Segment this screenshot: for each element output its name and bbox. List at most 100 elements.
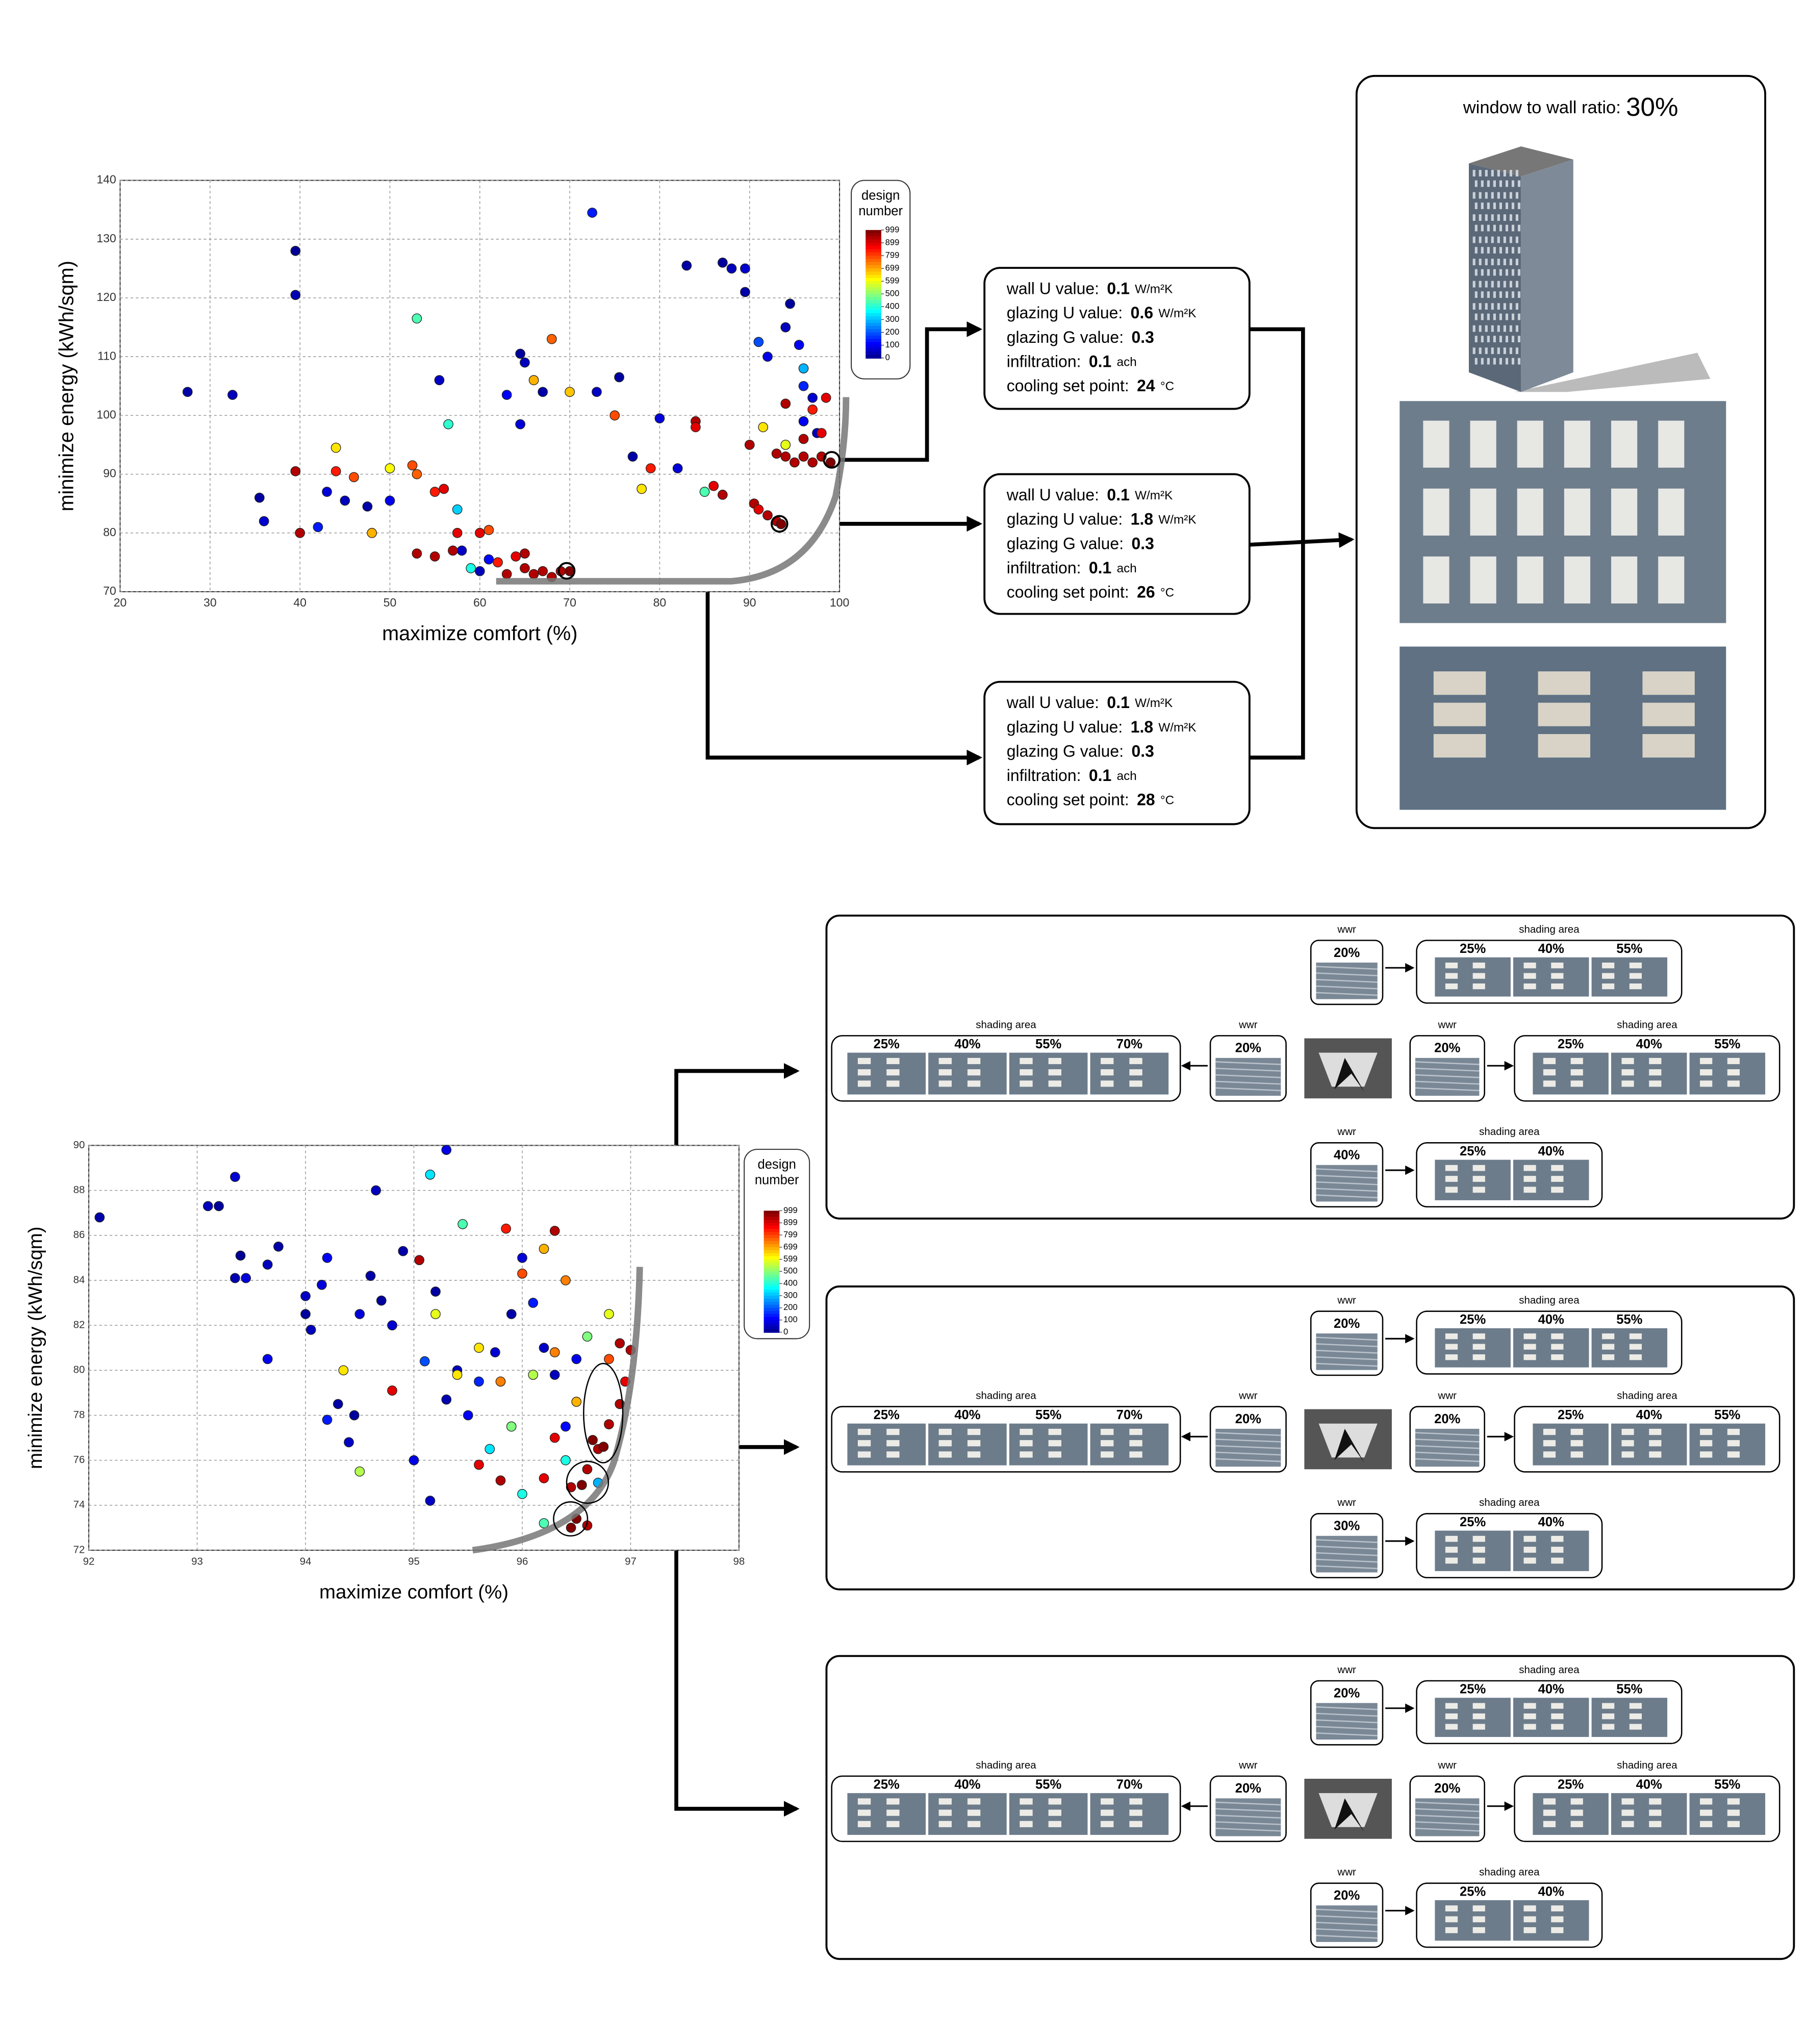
thumb-window [1020, 1080, 1033, 1087]
param-box [983, 267, 1251, 410]
pareto-front [496, 397, 850, 585]
wwr-thumb-line [1316, 1719, 1378, 1724]
y-tick-label: 76 [73, 1454, 85, 1466]
thumb-window [886, 1057, 900, 1065]
colorbar-step [763, 1299, 780, 1303]
thumb-window [1129, 1821, 1142, 1827]
data-point [452, 527, 463, 538]
thumb-window [886, 1069, 900, 1076]
window [1497, 347, 1500, 355]
shading-value: 55% [1035, 1408, 1061, 1422]
y-tick-label: 130 [96, 232, 116, 245]
thumb-window [1445, 1547, 1458, 1553]
thumb-window [857, 1428, 871, 1435]
thumb-window [1101, 1080, 1114, 1087]
thumb-window [1523, 1354, 1536, 1360]
thumb-window [1101, 1428, 1114, 1435]
thumb-window [857, 1821, 871, 1827]
window [1517, 180, 1521, 187]
wwr-value: 20% [1235, 1041, 1261, 1055]
colorbar-step [763, 1280, 780, 1284]
param-value: 0.6 [1131, 304, 1153, 322]
thumb-window [1727, 1069, 1740, 1076]
window [1491, 281, 1494, 288]
window [1497, 214, 1500, 221]
data-point [717, 490, 728, 500]
x-tick-label: 97 [625, 1555, 637, 1567]
colorbar-step [763, 1259, 780, 1263]
wwr-thumb-line [1415, 1432, 1480, 1436]
thumb-window [1727, 1440, 1740, 1447]
thumb-window [1551, 1176, 1564, 1182]
data-point [726, 263, 737, 274]
thumb-window [1445, 983, 1458, 990]
window [1497, 236, 1500, 243]
data-point [561, 1455, 571, 1466]
window [1493, 313, 1496, 320]
data-point [744, 440, 755, 450]
data-point [528, 375, 539, 386]
colorbar-step [866, 281, 881, 285]
window [1487, 247, 1490, 254]
colorbar-step [763, 1323, 780, 1327]
wwr-title: wwr [1337, 923, 1356, 935]
shade [1642, 734, 1695, 758]
thumb-window [1472, 1333, 1485, 1340]
colorbar-step [866, 326, 881, 330]
data-point [306, 1325, 316, 1335]
data-point [330, 466, 341, 476]
data-point [762, 510, 773, 521]
wwr-thumb-line [1215, 1808, 1281, 1812]
colorbar-label: 500 [783, 1266, 798, 1276]
shade [1433, 671, 1486, 695]
colorbar-step [763, 1271, 780, 1275]
colorbar-step [866, 297, 881, 301]
wwr-thumb-line [1415, 1439, 1480, 1443]
thumb-window [1700, 1798, 1713, 1805]
thumb-window [1621, 1809, 1634, 1816]
colorbar-step [763, 1277, 780, 1281]
window [1499, 203, 1502, 209]
colorbar-step [763, 1304, 780, 1309]
shading-value: 40% [954, 1778, 980, 1792]
window [1472, 347, 1475, 355]
data-point [412, 548, 422, 559]
window [1503, 236, 1506, 243]
window [1491, 214, 1494, 221]
data-point [538, 387, 548, 397]
window [1517, 358, 1521, 365]
thumb-window [1570, 1440, 1583, 1447]
param-line: wall U value: 0.1 W/m²K [1006, 486, 1173, 504]
thumb-window [1727, 1057, 1740, 1065]
wwr-thumb-line [1415, 1808, 1480, 1812]
window [1472, 303, 1475, 310]
thumb-window [857, 1440, 871, 1447]
data-point [385, 463, 395, 473]
window [1479, 347, 1482, 355]
wwr-value: 20% [1235, 1412, 1261, 1426]
param-label: cooling set point: [1007, 791, 1129, 809]
thumb-window [1727, 1451, 1740, 1458]
data-point [798, 451, 809, 462]
data-point [576, 1480, 587, 1491]
colorbar-step [763, 1265, 780, 1269]
thumb-window [1602, 1703, 1615, 1709]
x-tick-label: 90 [743, 596, 756, 609]
thumb-window [967, 1428, 981, 1435]
colorbar-step [763, 1301, 780, 1306]
colorbar-label: 799 [783, 1229, 798, 1239]
data-point [412, 469, 422, 480]
thumb-window [967, 1080, 981, 1087]
param-line: cooling set point: 26 °C [1007, 583, 1174, 601]
window [1509, 325, 1512, 332]
thumb-window [1727, 1080, 1740, 1087]
window [1497, 303, 1500, 310]
window [1474, 180, 1478, 187]
thumb-window [1551, 1354, 1564, 1360]
colorbar-step [866, 271, 881, 275]
colorbar-label: 599 [783, 1254, 798, 1264]
wwr-thumb-line [1316, 1356, 1378, 1360]
thumb-window [1445, 1905, 1458, 1912]
center-icon-arrow [1334, 1428, 1365, 1463]
colorbar-step [763, 1256, 780, 1260]
